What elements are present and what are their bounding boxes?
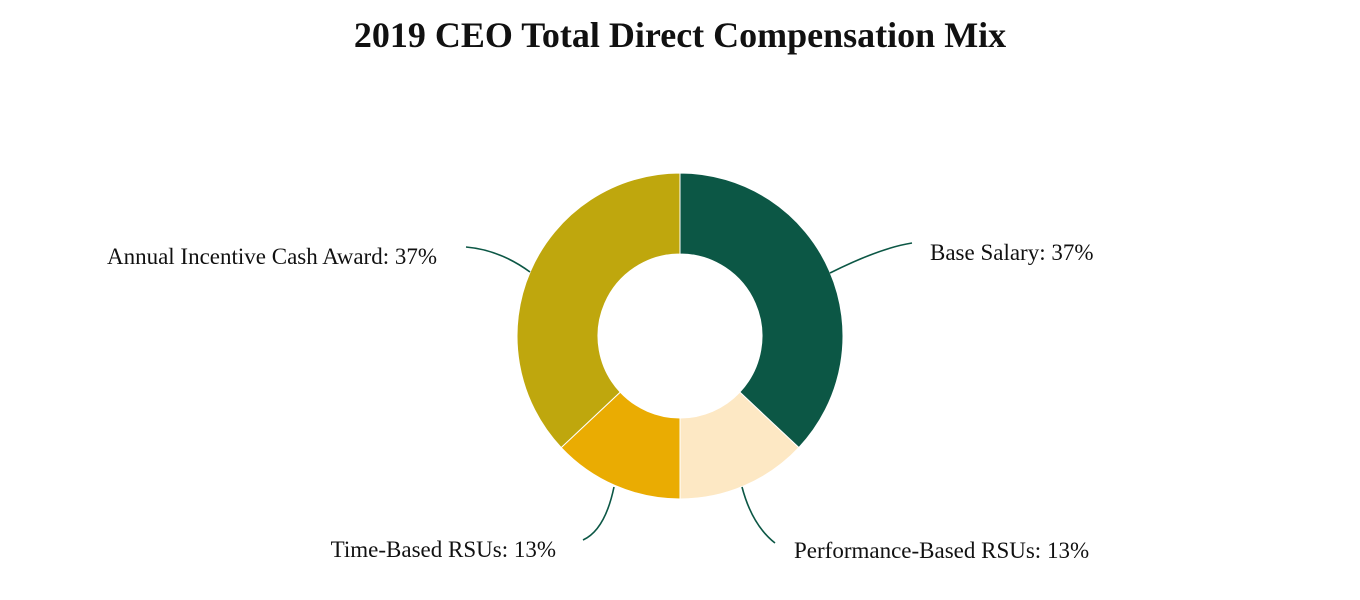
slice-annual-incentive-cash-award	[516, 172, 681, 449]
chart-title: 2019 CEO Total Direct Compensation Mix	[353, 15, 1007, 55]
data-label-time-based-rsus: Time-Based RSUs: 13%	[331, 537, 556, 562]
slice-base-salary	[679, 172, 844, 449]
leader-line-base-salary	[829, 242, 913, 274]
data-label-base-salary: Base Salary: 37%	[930, 240, 1094, 265]
data-label-annual-incentive-cash-award: Annual Incentive Cash Award: 37%	[107, 244, 437, 269]
leader-line-time-based-rsus	[582, 486, 615, 541]
data-label-performance-based-rsus: Performance-Based RSUs: 13%	[794, 538, 1089, 563]
leader-line-annual-incentive-cash-award	[465, 246, 531, 273]
leader-line-performance-based-rsus	[741, 486, 776, 544]
